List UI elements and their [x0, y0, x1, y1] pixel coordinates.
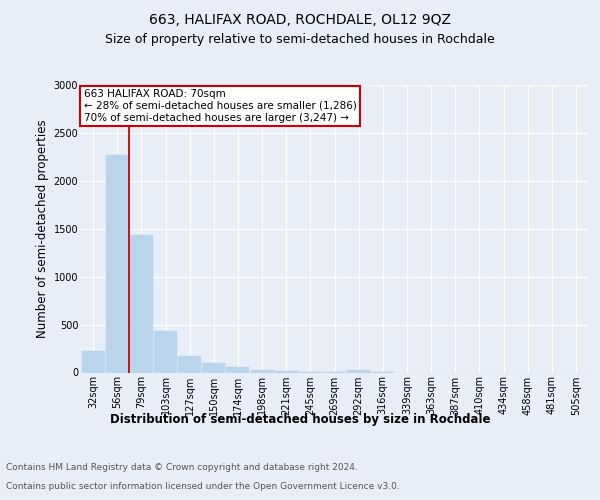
Bar — [154, 332, 177, 372]
Bar — [178, 356, 201, 372]
Bar — [130, 234, 153, 372]
Bar — [347, 370, 370, 372]
Text: Size of property relative to semi-detached houses in Rochdale: Size of property relative to semi-detach… — [105, 32, 495, 46]
Bar — [82, 352, 104, 372]
Text: Distribution of semi-detached houses by size in Rochdale: Distribution of semi-detached houses by … — [110, 412, 490, 426]
Text: Contains public sector information licensed under the Open Government Licence v3: Contains public sector information licen… — [6, 482, 400, 491]
Text: 663 HALIFAX ROAD: 70sqm
← 28% of semi-detached houses are smaller (1,286)
70% of: 663 HALIFAX ROAD: 70sqm ← 28% of semi-de… — [83, 90, 356, 122]
Bar — [251, 370, 274, 372]
Bar — [202, 363, 225, 372]
Bar — [275, 371, 298, 372]
Text: 663, HALIFAX ROAD, ROCHDALE, OL12 9QZ: 663, HALIFAX ROAD, ROCHDALE, OL12 9QZ — [149, 12, 451, 26]
Text: Contains HM Land Registry data © Crown copyright and database right 2024.: Contains HM Land Registry data © Crown c… — [6, 464, 358, 472]
Bar — [106, 155, 128, 372]
Bar — [226, 367, 250, 372]
Y-axis label: Number of semi-detached properties: Number of semi-detached properties — [37, 120, 49, 338]
